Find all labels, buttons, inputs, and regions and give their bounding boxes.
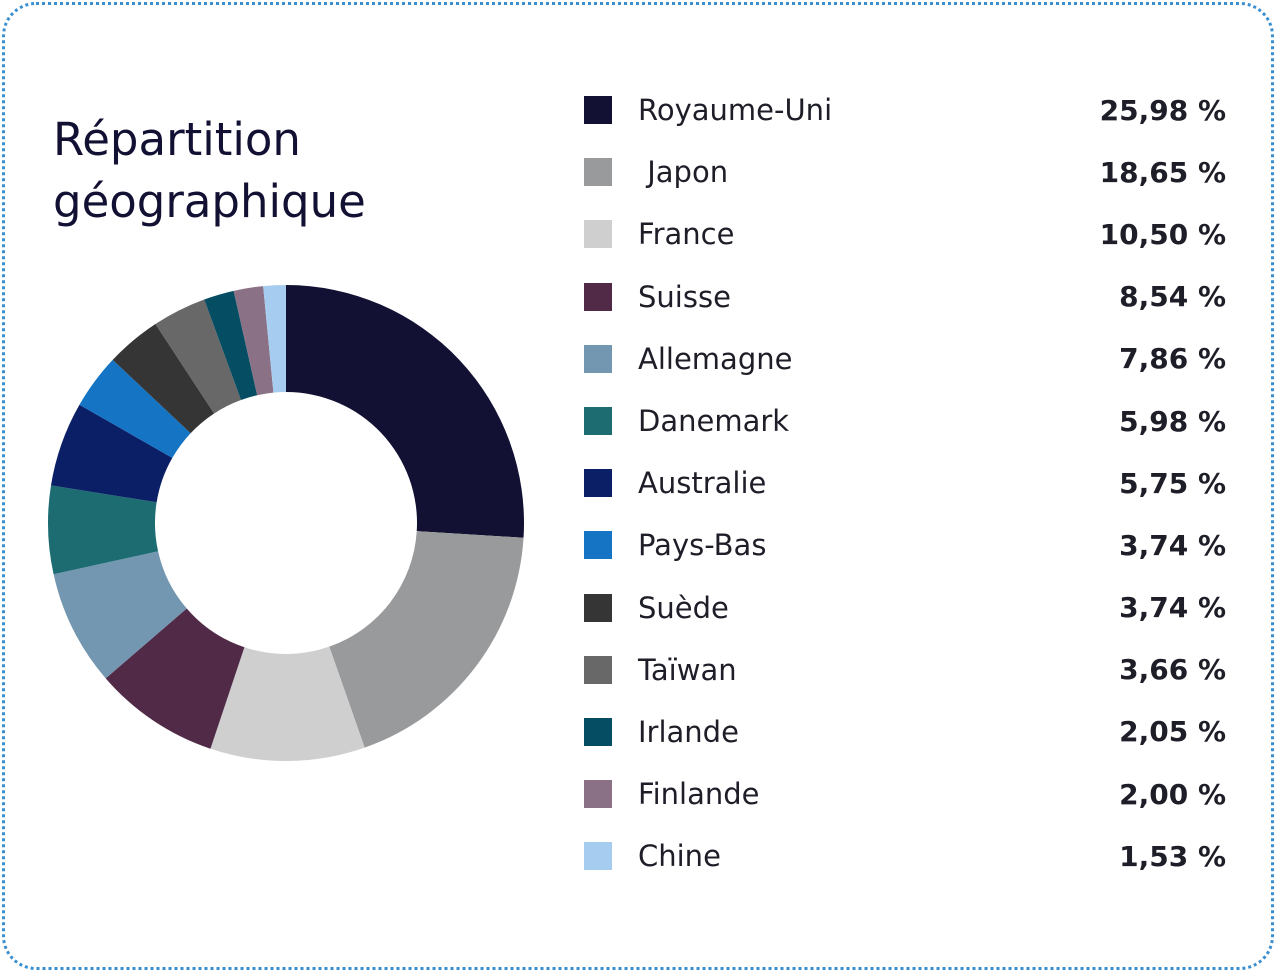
legend-value: 2,05 % (1119, 715, 1226, 749)
legend-item: France 10,50 % (584, 203, 1226, 265)
legend-swatch (584, 282, 612, 311)
donut-slice-3 (210, 646, 365, 761)
donut-slice-11 (204, 290, 258, 400)
legend-item: Suède 3,74 % (584, 577, 1226, 639)
donut-slice-2 (329, 531, 524, 748)
legend-item: Allemagne 7,86 % (584, 328, 1226, 390)
legend-item: Irlande 2,05 % (584, 701, 1226, 763)
legend-item: Danemark 5,98 % (584, 390, 1226, 452)
legend-value: 3,74 % (1119, 591, 1226, 625)
legend-swatch (584, 220, 612, 249)
chart-title: Répartition géographique (53, 109, 366, 233)
donut-slice-13 (263, 285, 286, 393)
legend-label: Danemark (638, 404, 790, 439)
legend-label: Irlande (638, 714, 739, 749)
legend-item: Taïwan 3,66 % (584, 639, 1226, 701)
legend-value: 25,98 % (1099, 93, 1226, 127)
donut-slice-4 (105, 608, 245, 749)
legend-label: Japon (638, 155, 729, 190)
legend-swatch (584, 780, 612, 809)
legend-value: 3,74 % (1119, 528, 1226, 562)
legend-swatch (584, 593, 612, 622)
legend-swatch (584, 531, 612, 560)
legend-item: Chine 1,53 % (584, 825, 1226, 887)
donut-slice-1 (286, 285, 524, 538)
donut-slice-12 (233, 286, 274, 396)
legend-item: Finlande 2,00 % (584, 763, 1226, 825)
chart-legend: Royaume-Uni 25,98 % Japon 18,65 % France 10,… (584, 79, 1226, 887)
legend-label: Finlande (638, 777, 760, 812)
legend-value: 2,00 % (1119, 777, 1226, 811)
donut-slice-9 (112, 324, 215, 434)
legend-value: 8,54 % (1119, 280, 1226, 314)
legend-item: Pays-Bas 3,74 % (584, 514, 1226, 576)
legend-label: Chine (638, 839, 721, 874)
legend-label: Suisse (638, 279, 731, 314)
legend-label: Suède (638, 590, 729, 625)
legend-swatch (584, 655, 612, 684)
legend-item: Australie 5,75 % (584, 452, 1226, 514)
legend-swatch (584, 158, 612, 187)
legend-swatch (584, 469, 612, 498)
donut-slice-5 (53, 551, 187, 679)
legend-value: 1,53 % (1119, 839, 1226, 873)
legend-swatch (584, 344, 612, 373)
chart-title-line-2: géographique (53, 175, 366, 228)
legend-label: Taïwan (638, 652, 737, 687)
legend-swatch (584, 407, 612, 436)
legend-swatch (584, 717, 612, 746)
legend-label: France (638, 217, 735, 252)
chart-title-line-1: Répartition (53, 113, 301, 166)
donut-slice-8 (79, 359, 191, 458)
legend-swatch (584, 96, 612, 125)
legend-value: 5,98 % (1119, 404, 1226, 438)
legend-label: Allemagne (638, 341, 793, 376)
donut-slice-10 (155, 299, 241, 414)
legend-value: 18,65 % (1099, 155, 1226, 189)
legend-value: 5,75 % (1119, 466, 1226, 500)
legend-label: Australie (638, 466, 767, 501)
legend-value: 3,66 % (1119, 653, 1226, 687)
donut-slice-6 (47, 485, 159, 575)
legend-item: Japon 18,65 % (584, 141, 1226, 203)
legend-value: 10,50 % (1099, 217, 1226, 251)
legend-item: Royaume-Uni 25,98 % (584, 79, 1226, 141)
legend-value: 7,86 % (1119, 342, 1226, 376)
legend-swatch (584, 842, 612, 871)
legend-label: Pays-Bas (638, 528, 767, 563)
donut-chart (47, 285, 524, 761)
donut-slice-7 (50, 404, 173, 503)
legend-label: Royaume-Uni (638, 93, 833, 128)
legend-item: Suisse 8,54 % (584, 266, 1226, 328)
